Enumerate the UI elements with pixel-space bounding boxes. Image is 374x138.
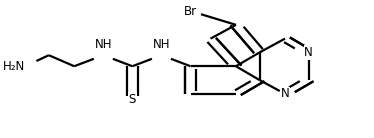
Text: N: N [304,46,313,59]
Text: NH: NH [153,38,170,51]
Text: S: S [129,93,136,106]
Text: H₂N: H₂N [3,60,25,73]
Text: NH: NH [95,38,112,51]
Text: N: N [280,87,289,100]
Text: Br: Br [184,5,197,18]
